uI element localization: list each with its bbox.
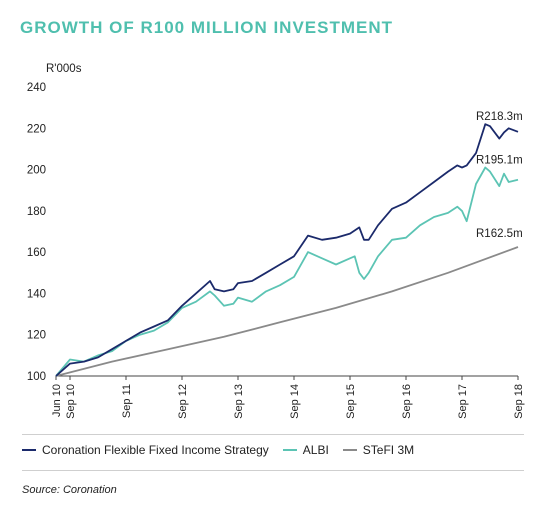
x-tick-label: Sep 10: [65, 384, 77, 419]
y-axis-unit-label: R'000s: [46, 63, 82, 75]
source-note: Source: Coronation: [22, 484, 117, 496]
legend-item-0: Coronation Flexible Fixed Income Strateg…: [22, 443, 269, 457]
x-tick-label: Sep 14: [289, 384, 301, 419]
series-line-2: [55, 246, 519, 377]
end-label-2: R162.5m: [476, 228, 523, 240]
y-tick-label: 220: [27, 123, 46, 135]
y-tick-label: 200: [27, 165, 46, 177]
end-label-0: R218.3m: [476, 111, 523, 123]
y-tick-label: 240: [27, 82, 46, 94]
y-tick-label: 120: [27, 330, 46, 342]
x-tick-label: Sep 18: [513, 384, 525, 419]
y-tick-label: 160: [27, 247, 46, 259]
series-line-1: [55, 166, 519, 377]
legend: Coronation Flexible Fixed Income Strateg…: [22, 443, 428, 457]
legend-top-rule: [22, 434, 524, 435]
x-tick-label: Sep 13: [233, 384, 245, 419]
legend-item-1: ALBI: [282, 443, 329, 457]
x-tick-label: Sep 16: [401, 384, 413, 419]
y-tick-label: 180: [27, 206, 46, 218]
legend-swatch: [342, 449, 357, 451]
y-tick-label: 140: [27, 288, 46, 300]
y-tick-label: 100: [27, 371, 46, 383]
legend-swatch: [22, 449, 36, 451]
x-tick-label: Sep 15: [345, 384, 357, 419]
end-label-1: R195.1m: [476, 155, 523, 167]
x-axis-ticks: Jun 10 Sep 10 Sep 11 Sep 12 Sep 13 Sep 14 Sep …: [51, 376, 525, 419]
legend-swatch: [282, 449, 297, 451]
x-tick-label: Sep 12: [177, 384, 189, 419]
legend-label: STeFI 3M: [362, 443, 415, 457]
legend-item-2: STeFI 3M: [342, 443, 415, 457]
x-tick-label: Sep 11: [121, 384, 133, 418]
chart-title: GROWTH OF R100 MILLION INVESTMENT: [20, 18, 394, 37]
legend-bottom-rule: [22, 470, 524, 471]
legend-label: ALBI: [302, 443, 329, 457]
x-tick-label: Sep 17: [457, 384, 469, 419]
legend-label: Coronation Flexible Fixed Income Strateg…: [42, 443, 269, 457]
end-labels: R218.3m R195.1m R162.5m: [476, 111, 523, 240]
series-lines: [55, 123, 519, 377]
x-tick-label: Jun 10: [51, 384, 63, 417]
series-line-0: [55, 123, 519, 377]
y-axis-ticks: 100 120 140 160 180 200 220 240: [27, 82, 46, 383]
